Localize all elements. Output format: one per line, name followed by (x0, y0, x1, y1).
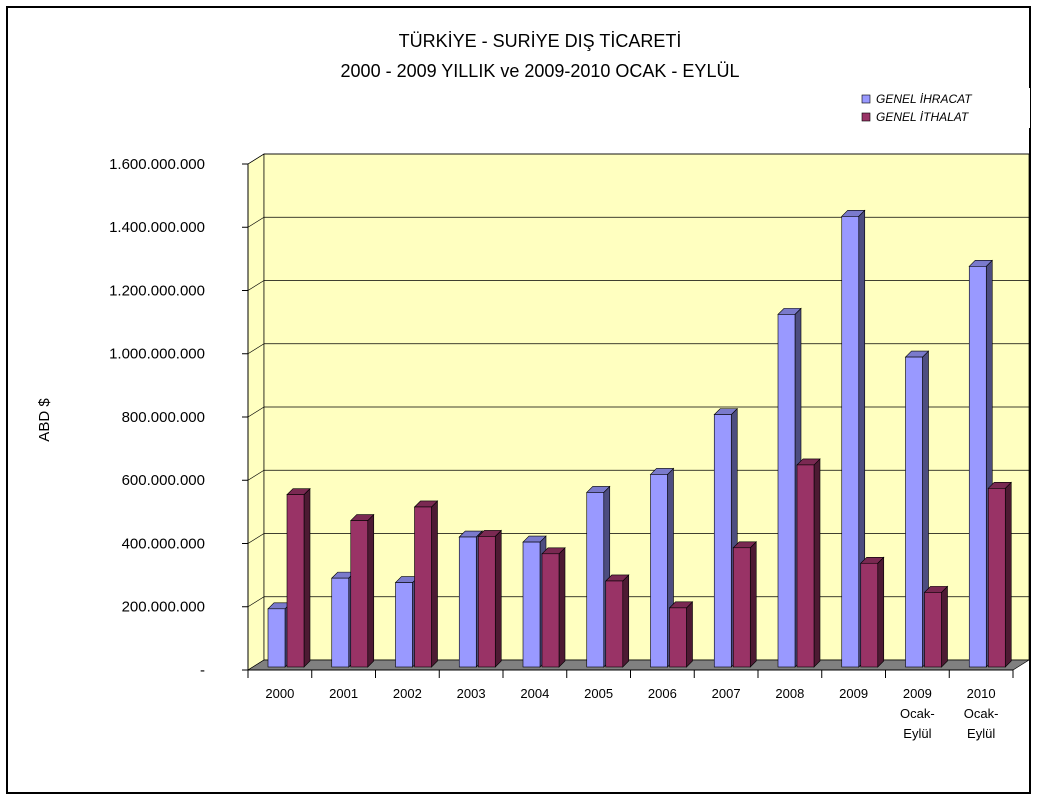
chart-subtitle: 2000 - 2009 YILLIK ve 2009-2010 OCAK - E… (341, 61, 740, 81)
bar (350, 520, 369, 668)
bar (924, 592, 942, 668)
grid-line-side (247, 469, 265, 481)
bar-side (367, 513, 375, 668)
bar (732, 547, 751, 668)
bar (987, 488, 1006, 668)
x-tick-label: 2003 (456, 686, 486, 701)
grid-line-side (247, 343, 265, 355)
legend-box (855, 88, 1030, 128)
bar (477, 536, 496, 668)
grid-line-side (247, 280, 265, 291)
bar (777, 314, 796, 668)
x-tick-label: 2000 (265, 686, 295, 701)
bar (541, 553, 560, 668)
bar (860, 562, 879, 668)
bar (331, 577, 350, 668)
bar-side (431, 500, 438, 668)
bar-side (303, 487, 311, 668)
bar-side (622, 574, 630, 668)
x-tick-label: 2009 (839, 686, 869, 701)
legend-label: GENEL İHRACAT (876, 92, 973, 106)
x-tick-label: 2001 (329, 686, 359, 701)
grid-line-side (247, 533, 265, 544)
legend-swatch (861, 94, 871, 104)
bar (841, 216, 860, 668)
y-tick-label: 1.600.000.000 (109, 156, 205, 173)
x-tick-label: 2002 (392, 686, 422, 701)
legend-label: GENEL İTHALAT (876, 110, 970, 124)
bar (586, 492, 605, 668)
bar (267, 608, 286, 668)
bar (669, 607, 687, 668)
grid-line-side (247, 216, 265, 228)
bar-side (877, 556, 885, 668)
y-tick-label: - (200, 662, 205, 679)
bar (905, 356, 923, 668)
bar (650, 474, 668, 668)
bar-side (813, 458, 821, 668)
y-axis-label: ABD $ (36, 398, 53, 442)
bar-side (494, 529, 502, 668)
bar (713, 414, 732, 668)
x-tick-label: 2009 Ocak-Eylül (900, 686, 935, 741)
bar (522, 541, 541, 668)
grid-line-side (247, 596, 265, 608)
bar (286, 494, 305, 668)
bar (968, 266, 987, 668)
bar-side (686, 601, 693, 668)
bar-side (558, 547, 566, 668)
y-tick-label: 800.000.000 (122, 409, 205, 426)
chart-title: TÜRKİYE - SURİYE DIŞ TİCARETİ (399, 31, 682, 51)
bar (414, 506, 432, 668)
grid-line-side (247, 406, 265, 418)
legend-swatch (861, 112, 871, 122)
x-tick-label: 2005 (584, 686, 614, 701)
bar-side (941, 585, 948, 668)
bar (458, 536, 477, 668)
bar-side (1004, 481, 1012, 668)
x-tick-label: 2007 (711, 686, 741, 701)
x-tick-label: 2010 Ocak-Eylül (963, 686, 999, 741)
x-tick-label: 2006 (647, 686, 677, 701)
bar-side (749, 541, 757, 668)
bar (395, 582, 413, 668)
y-tick-label: 1.400.000.000 (109, 219, 205, 236)
y-tick-label: 400.000.000 (122, 535, 205, 552)
bar (796, 464, 815, 668)
y-tick-label: 1.000.000.000 (109, 346, 205, 363)
y-tick-label: 200.000.000 (122, 599, 205, 616)
x-tick-label: 2008 (775, 686, 805, 701)
grid-line-side (247, 153, 265, 165)
y-tick-label: 600.000.000 (122, 472, 205, 489)
y-tick-label: 1.200.000.000 (109, 282, 205, 299)
bar (605, 580, 624, 668)
x-tick-label: 2004 (520, 686, 550, 701)
